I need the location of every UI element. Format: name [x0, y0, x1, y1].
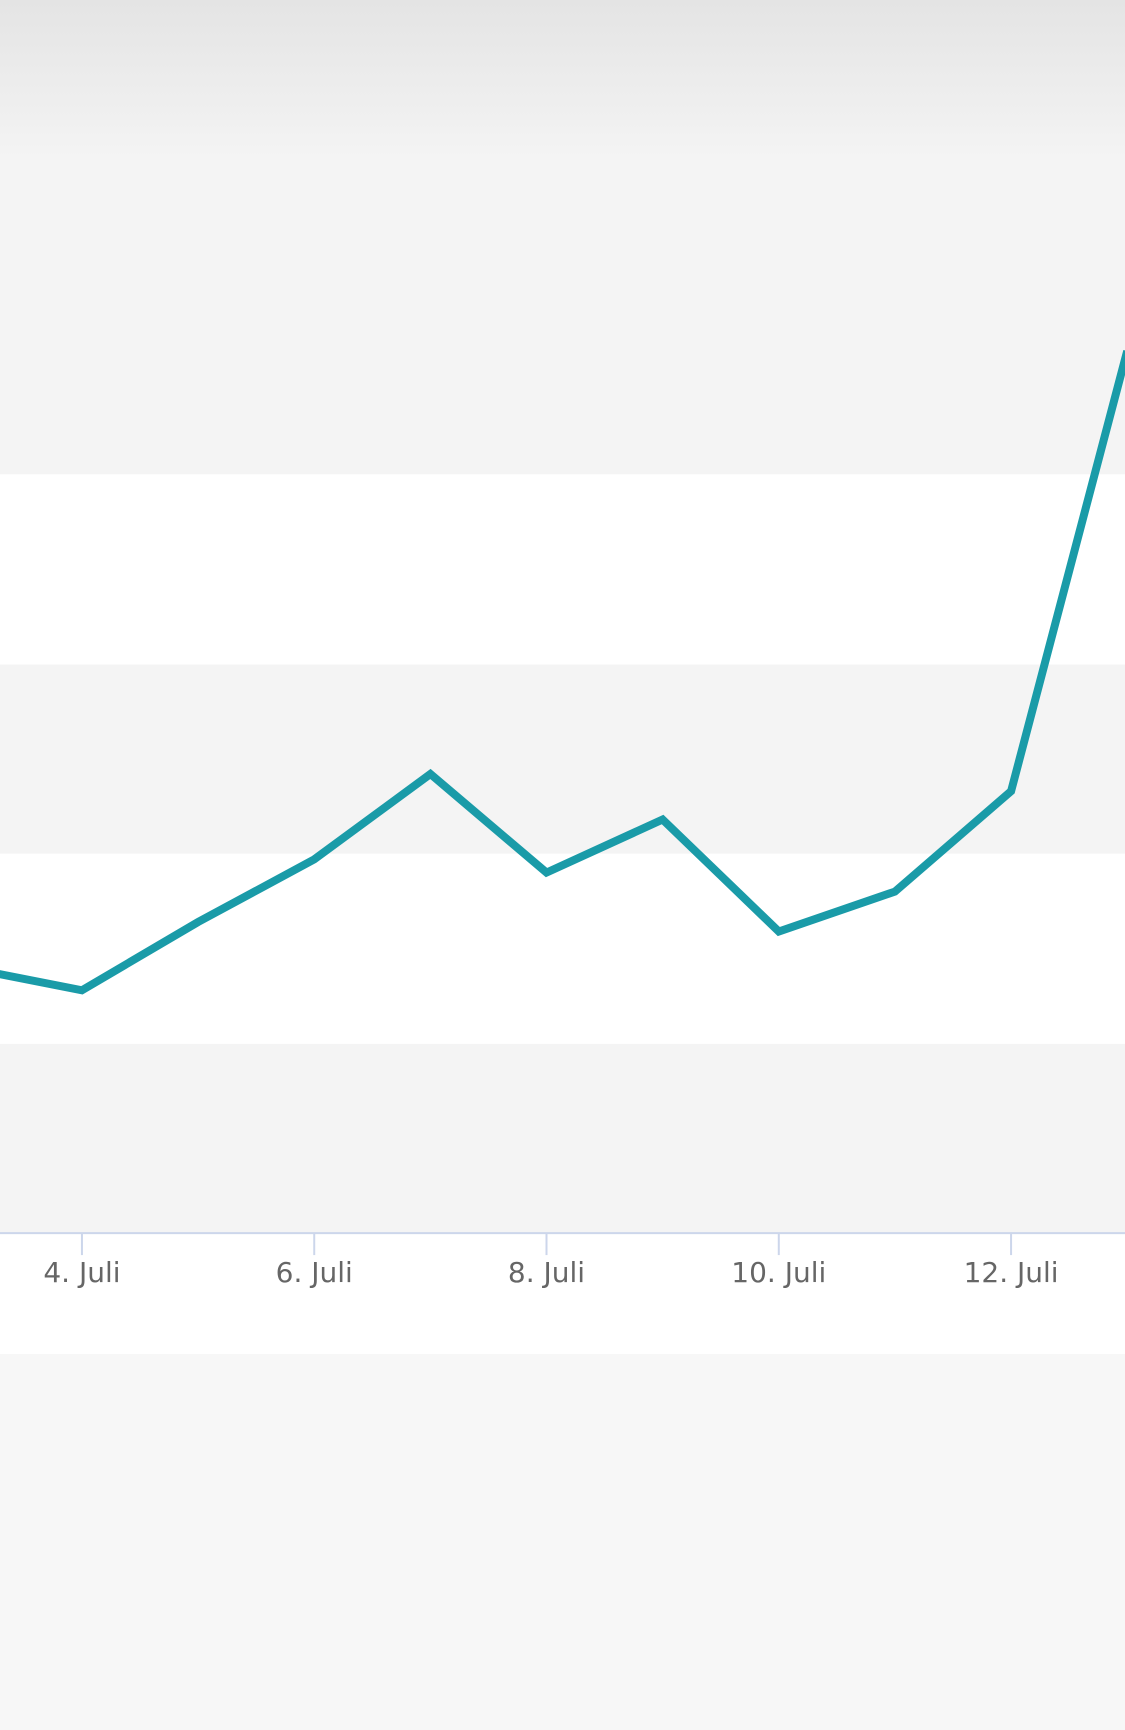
x-tick-label: 12. Juli [964, 1256, 1059, 1289]
page-footer-area [0, 1354, 1125, 1730]
plot-band [0, 1043, 1125, 1234]
data-line [0, 349, 1125, 995]
x-tick-label: 6. Juli [276, 1256, 353, 1289]
top-shade [0, 0, 1125, 160]
plot-band [0, 663, 1125, 854]
x-tick-label: 10. Juli [731, 1256, 826, 1289]
x-tick-label: 8. Juli [508, 1256, 585, 1289]
x-tick-label: 4. Juli [43, 1256, 120, 1289]
